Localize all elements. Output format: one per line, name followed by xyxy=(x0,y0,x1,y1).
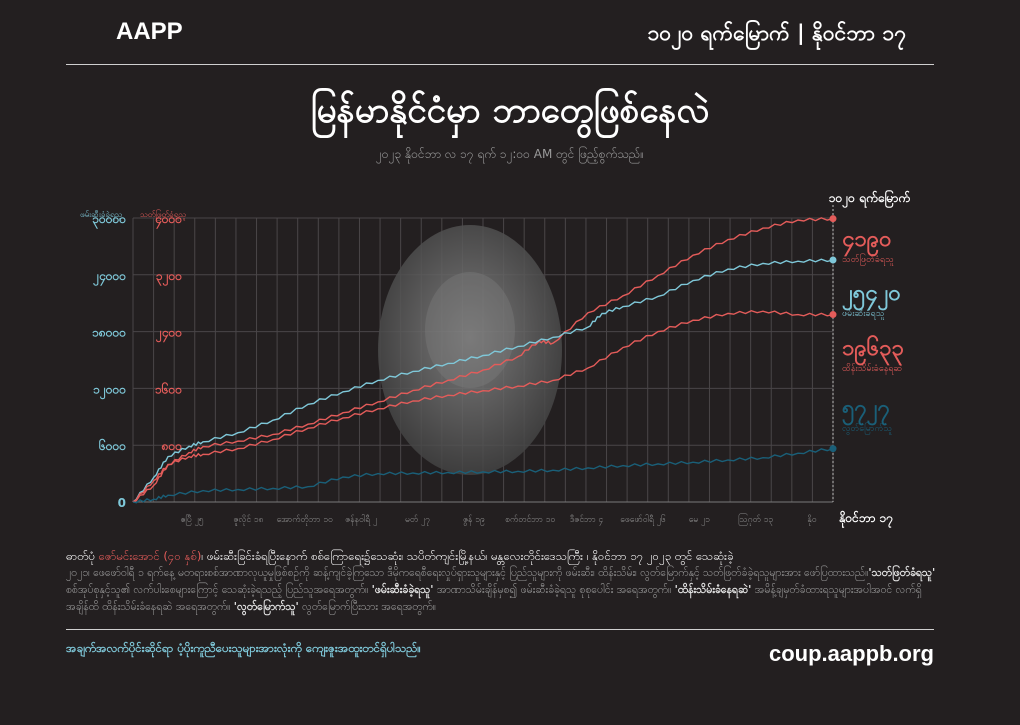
left-axis-tick-label: ၆၀၀၀ xyxy=(98,437,126,453)
victim-name-link[interactable]: ဇော်မင်းအောင် (၄၀ နှစ်) xyxy=(98,549,202,563)
left-axis-tick-label: ၃၀၀၀၀ xyxy=(92,212,126,230)
right-axis-tick-label: ၄၀၀၀ xyxy=(154,212,182,230)
series-end-value: ၅၇၂၇ xyxy=(842,396,890,426)
series-end-value: ၄၁၉၀ xyxy=(842,227,892,257)
x-tick-label: ဖေဖော်ဝါရီ ၂၆ xyxy=(620,514,665,526)
x-tick-label: နိုဝ xyxy=(807,514,816,526)
caption-body-3: အာဏာသိမ်းချိန်မှစ၍ ဖမ်းဆီးခံခဲ့ရသူ စုစုပ… xyxy=(433,584,675,596)
footer-site-link[interactable]: coup.aappb.org xyxy=(769,641,934,666)
series-line xyxy=(132,309,834,503)
header-day-count: ၁၀၂၀ ရက်မြောက် | နိုဝင်ဘာ ၁၇ xyxy=(647,21,906,45)
x-tick-label: မေ ၂၁ xyxy=(689,515,710,526)
series-end-value: ၁၉၆၃၃ xyxy=(842,334,904,366)
series-name-label: ဖမ်းဆီးခံရသူ xyxy=(842,308,885,320)
caption-body-1: ၂၀၂၁၊ ဖေဖော်ဝါရီ ၁ ရက်နေ့ မတရားစစ်အာဏာလု… xyxy=(66,567,869,579)
definition-killed: 'သတ်ဖြတ်ခံရသူ' xyxy=(868,567,936,579)
x-tick-label: ဇွန် ၁၉ xyxy=(463,514,485,526)
caption-body: ၂၀၂၁၊ ဖေဖော်ဝါရီ ၁ ရက်နေ့ မတရားစစ်အာဏာလု… xyxy=(66,565,936,616)
series-end-value: ၂၅၄၂၀ xyxy=(842,281,901,311)
caption-body-5: လွတ်မြောက်ပြီးသား အရေအတွက်။ xyxy=(298,601,436,613)
left-axis-tick-label: ၁၈၀၀၀ xyxy=(92,326,126,340)
series-name-label: သတ်ဖြတ်ခံရသူ xyxy=(842,253,894,266)
series-line xyxy=(132,447,834,504)
series-end-dot xyxy=(829,256,837,264)
x-tick-label: ဩဂုတ် ၁၃ xyxy=(738,513,773,526)
right-axis-tick-label: ၃၂၀၀ xyxy=(156,269,182,287)
portrait-head-shape xyxy=(425,272,515,388)
right-axis-title: သတ်ဖြတ်ခံရသူ xyxy=(140,209,186,221)
caption-body-4: အမိန့်ချမှတ်ခံထားရသူများအပါအဝင် လက်ရှိအခ… xyxy=(66,584,922,613)
x-end-label: နိုဝင်ဘာ ၁၇ xyxy=(839,509,893,529)
series-end-dot xyxy=(829,311,837,319)
footer-thanks: အချက်အလက်ပိုင်းဆိုင်ရာ ပံ့ပိုးကူညီပေးသူမ… xyxy=(66,641,421,655)
portrait-photo xyxy=(378,225,562,475)
right-axis-tick-label: ၂၄၀၀ xyxy=(155,326,182,344)
series-name-label: ထိန်းသိမ်းခံနေရဆဲ xyxy=(842,363,903,375)
x-tick-label: ဧပြီ ၂၅ xyxy=(181,514,204,526)
left-axis-tick-label: ၂၄၀၀၀ xyxy=(92,269,126,287)
left-axis-tick-label: ၁၂၀၀၀ xyxy=(93,382,126,400)
end-marker-label: ၁၀၂၀ ရက်မြောက် xyxy=(829,188,911,209)
chart-labels: ၄၁၉၀သတ်ဖြတ်ခံရသူ၂၅၄၂၀ဖမ်းဆီးခံရသူ၁၉၆၃၃ထိ… xyxy=(842,227,904,435)
x-tick-label: ဒီဇင်ဘာ ၄ xyxy=(570,514,604,526)
caption-prefix: ဓာတ်ပုံ xyxy=(66,549,99,563)
photo-caption: ဓာတ်ပုံ ဇော်မင်းအောင် (၄၀ နှစ်)၊ ဖမ်းဆီး… xyxy=(66,548,936,616)
left-axis-title: ဖမ်းဆီးခံခဲ့ရသူ xyxy=(80,209,122,221)
definition-released: 'လွတ်မြောက်သူ' xyxy=(233,601,299,613)
page-subtitle: ၂၀၂၃ နိုဝင်ဘာ လ ၁၇ ရက် ၁၂:၀၀ AM တွင် ဖြည… xyxy=(375,147,645,161)
header-divider xyxy=(66,64,934,65)
caption-body-2: စစ်အုပ်စုနှင့်သူ၏ လက်ပါးစေများကြောင့် သေ… xyxy=(66,584,372,596)
definition-detained: 'ထိန်းသိမ်းခံနေရဆဲ' xyxy=(674,584,752,596)
footer-divider xyxy=(66,629,934,630)
chart-series xyxy=(132,215,837,504)
x-tick-label: စက်တင်ဘာ ၁၀ xyxy=(505,514,555,525)
series-name-label: လွတ်မြောက်သူ xyxy=(842,422,892,435)
right-axis-tick-label: ၁၆၀၀ xyxy=(155,380,182,396)
page-title: မြန်မာနိုင်ငံမှာ ဘာတွေဖြစ်နေလဲ xyxy=(310,91,710,131)
x-tick-label: ဇန်နဝါရီ ၂ xyxy=(345,514,377,526)
definition-arrested: 'ဖမ်းဆီးခံခဲ့ရသူ' xyxy=(371,584,434,596)
caption-suffix: ၊ ဖမ်းဆီးခြင်းခံရပြီးနောက် စစ်ကြောရေး၌သေ… xyxy=(201,549,734,563)
brand-logo: AAPP xyxy=(116,18,183,45)
x-tick-label: မတ် ၂၇ xyxy=(405,514,430,526)
caption-lead: ဓာတ်ပုံ ဇော်မင်းအောင် (၄၀ နှစ်)၊ ဖမ်းဆီး… xyxy=(66,548,936,565)
series-line xyxy=(132,258,834,503)
x-tick-label: ဇူလိုင် ၁၈ xyxy=(233,514,263,526)
series-line xyxy=(132,217,834,503)
right-axis-tick-label: ၈၀၀ xyxy=(161,439,183,453)
x-tick-label: အောက်တိုဘာ ၁၀ xyxy=(277,514,333,526)
series-end-dot xyxy=(829,445,837,453)
left-axis-tick-label: 0 xyxy=(118,496,126,510)
series-end-dot xyxy=(829,215,837,223)
